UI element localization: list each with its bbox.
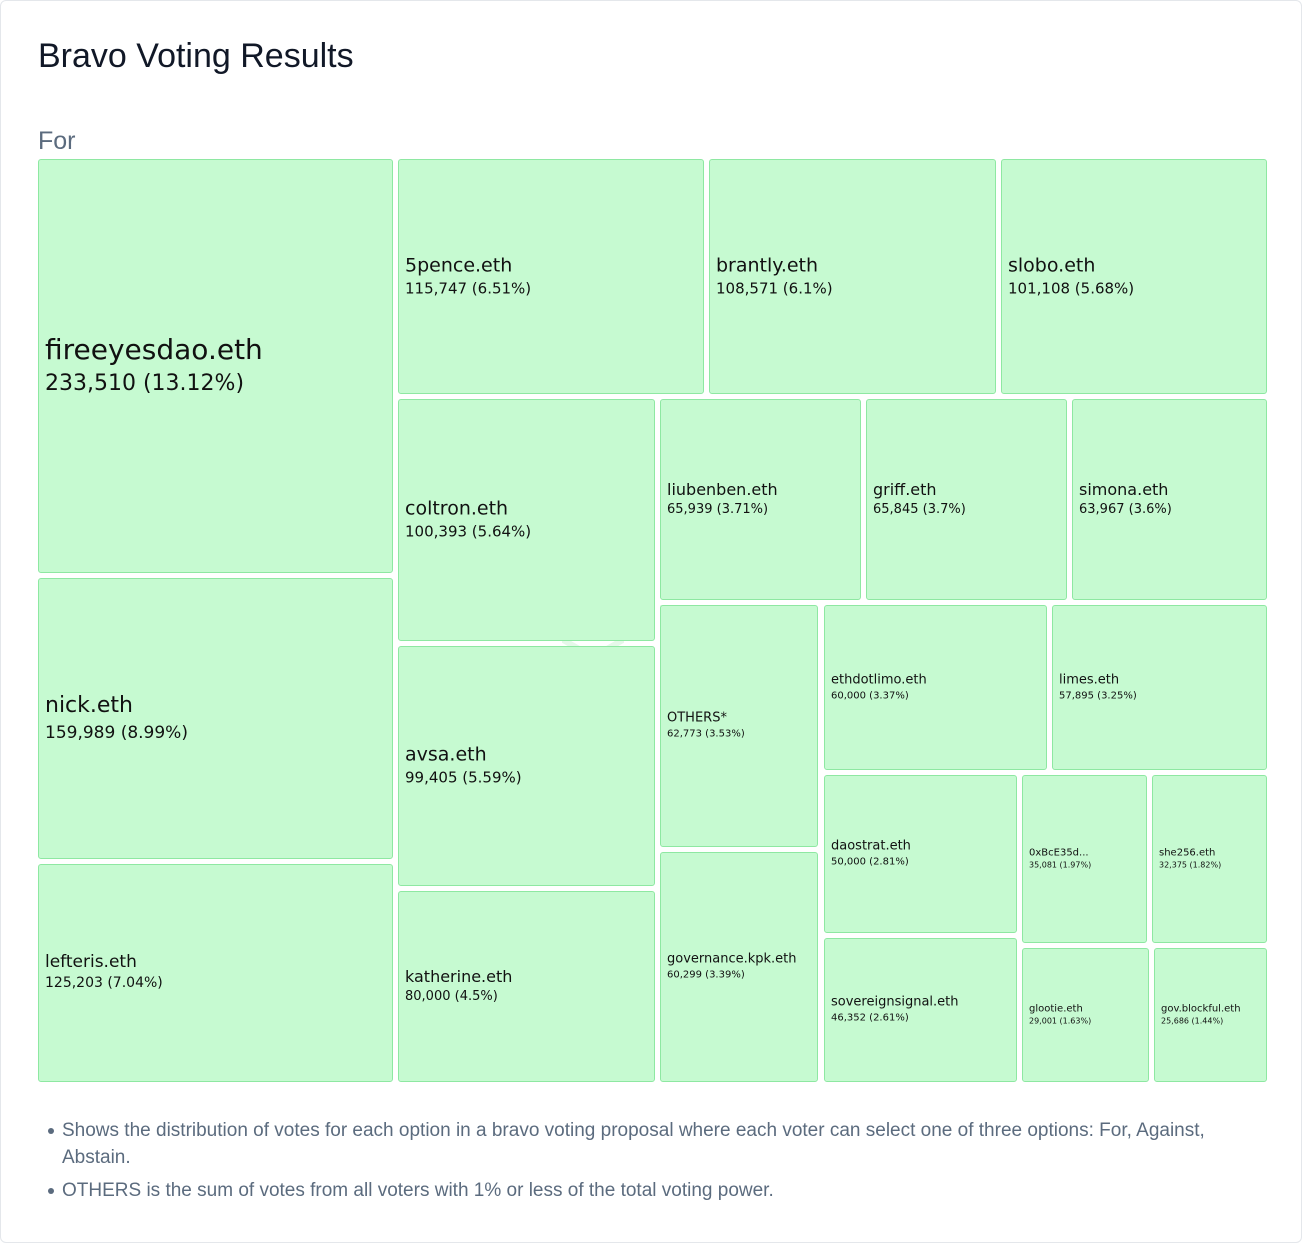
treemap-tile[interactable]: coltron.eth 100,393 (5.64%) bbox=[398, 399, 655, 641]
tile-text: limes.eth 57,895 (3.25%) bbox=[1059, 672, 1262, 703]
tile-text: liubenben.eth 65,939 (3.71%) bbox=[667, 480, 856, 520]
tile-text: coltron.eth 100,393 (5.64%) bbox=[405, 497, 650, 544]
tile-value: 65,939 (3.71%) bbox=[667, 501, 769, 517]
tile-text: brantly.eth 108,571 (6.1%) bbox=[716, 253, 991, 300]
tile-text: avsa.eth 99,405 (5.59%) bbox=[405, 743, 650, 790]
treemap-tile[interactable]: avsa.eth 99,405 (5.59%) bbox=[398, 646, 655, 886]
tile-text: griff.eth 65,845 (3.7%) bbox=[873, 480, 1062, 520]
tile-text: ethdotlimo.eth 60,000 (3.37%) bbox=[831, 672, 1042, 703]
tile-name: OTHERS* bbox=[667, 710, 727, 726]
treemap-tile[interactable]: simona.eth 63,967 (3.6%) bbox=[1072, 399, 1267, 600]
tile-value: 159,989 (8.99%) bbox=[45, 722, 188, 743]
section-label-for: For bbox=[38, 127, 76, 155]
tile-value: 32,375 (1.82%) bbox=[1159, 860, 1222, 870]
tile-value: 29,001 (1.63%) bbox=[1029, 1016, 1092, 1026]
tile-name: gov.blockful.eth bbox=[1161, 1003, 1241, 1015]
treemap: fireeyesdao.eth 233,510 (13.12%) nick.eth 1… bbox=[1, 1, 1302, 1101]
tile-value: 46,352 (2.61%) bbox=[831, 1012, 909, 1024]
tile-name: she256.eth bbox=[1159, 847, 1216, 859]
tile-name: 0xBcE35d... bbox=[1029, 847, 1089, 859]
tile-name: liubenben.eth bbox=[667, 479, 778, 499]
tile-text: 0xBcE35d... 35,081 (1.97%) bbox=[1029, 847, 1142, 872]
tile-name: avsa.eth bbox=[405, 743, 487, 766]
treemap-tile[interactable]: ethdotlimo.eth 60,000 (3.37%) bbox=[824, 605, 1047, 770]
tile-text: fireeyesdao.eth 233,510 (13.12%) bbox=[45, 332, 388, 400]
tile-text: glootie.eth 29,001 (1.63%) bbox=[1029, 1003, 1144, 1028]
tile-text: daostrat.eth 50,000 (2.81%) bbox=[831, 839, 1012, 870]
tile-value: 101,108 (5.68%) bbox=[1008, 279, 1135, 297]
tile-name: slobo.eth bbox=[1008, 254, 1096, 276]
tile-text: simona.eth 63,967 (3.6%) bbox=[1079, 480, 1262, 520]
treemap-tile[interactable]: gov.blockful.eth 25,686 (1.44%) bbox=[1154, 948, 1267, 1082]
tile-name: lefteris.eth bbox=[45, 952, 137, 972]
tile-text: she256.eth 32,375 (1.82%) bbox=[1159, 847, 1262, 872]
treemap-tile[interactable]: slobo.eth 101,108 (5.68%) bbox=[1001, 159, 1267, 394]
treemap-tile[interactable]: nick.eth 159,989 (8.99%) bbox=[38, 578, 393, 859]
tile-name: simona.eth bbox=[1079, 479, 1169, 499]
treemap-tile[interactable]: katherine.eth 80,000 (4.5%) bbox=[398, 891, 655, 1082]
tile-name: ethdotlimo.eth bbox=[831, 672, 927, 687]
treemap-tile[interactable]: limes.eth 57,895 (3.25%) bbox=[1052, 605, 1267, 770]
tile-text: katherine.eth 80,000 (4.5%) bbox=[405, 967, 650, 1007]
treemap-tile[interactable]: 0xBcE35d... 35,081 (1.97%) bbox=[1022, 775, 1147, 943]
note-item: Shows the distribution of votes for each… bbox=[47, 1117, 1247, 1171]
note-item: OTHERS is the sum of votes from all vote… bbox=[47, 1177, 1247, 1204]
tile-value: 50,000 (2.81%) bbox=[831, 856, 909, 868]
treemap-tile[interactable]: griff.eth 65,845 (3.7%) bbox=[866, 399, 1067, 600]
treemap-tile[interactable]: fireeyesdao.eth 233,510 (13.12%) bbox=[38, 159, 393, 573]
notes-list: Shows the distribution of votes for each… bbox=[47, 1117, 1247, 1210]
tile-name: daostrat.eth bbox=[831, 838, 911, 854]
treemap-tile[interactable]: OTHERS* 62,773 (3.53%) bbox=[660, 605, 818, 847]
tile-value: 57,895 (3.25%) bbox=[1059, 690, 1137, 701]
tile-text: governance.kpk.eth 60,299 (3.39%) bbox=[667, 952, 813, 983]
tile-value: 63,967 (3.6%) bbox=[1079, 501, 1172, 517]
tile-text: lefteris.eth 125,203 (7.04%) bbox=[45, 952, 388, 994]
tile-value: 35,081 (1.97%) bbox=[1029, 860, 1092, 870]
tile-value: 80,000 (4.5%) bbox=[405, 988, 498, 1004]
tile-value: 125,203 (7.04%) bbox=[45, 975, 163, 991]
tile-value: 60,000 (3.37%) bbox=[831, 690, 909, 701]
tile-value: 25,686 (1.44%) bbox=[1161, 1016, 1224, 1026]
tile-name: brantly.eth bbox=[716, 254, 819, 276]
tile-value: 115,747 (6.51%) bbox=[405, 279, 532, 297]
treemap-tile[interactable]: she256.eth 32,375 (1.82%) bbox=[1152, 775, 1267, 943]
tile-name: glootie.eth bbox=[1029, 1003, 1083, 1015]
treemap-tile[interactable]: brantly.eth 108,571 (6.1%) bbox=[709, 159, 996, 394]
tile-text: OTHERS* 62,773 (3.53%) bbox=[667, 711, 813, 742]
tile-value: 65,845 (3.7%) bbox=[873, 501, 966, 517]
tile-name: katherine.eth bbox=[405, 966, 513, 986]
tile-text: 5pence.eth 115,747 (6.51%) bbox=[405, 253, 699, 300]
treemap-tile[interactable]: glootie.eth 29,001 (1.63%) bbox=[1022, 948, 1149, 1082]
tile-value: 99,405 (5.59%) bbox=[405, 768, 522, 787]
tile-text: nick.eth 159,989 (8.99%) bbox=[45, 692, 388, 746]
treemap-tile[interactable]: sovereignsignal.eth 46,352 (2.61%) bbox=[824, 938, 1017, 1082]
tile-text: sovereignsignal.eth 46,352 (2.61%) bbox=[831, 995, 1012, 1026]
tile-name: coltron.eth bbox=[405, 497, 509, 520]
tile-name: 5pence.eth bbox=[405, 254, 513, 276]
treemap-tile[interactable]: 5pence.eth 115,747 (6.51%) bbox=[398, 159, 704, 394]
tile-name: griff.eth bbox=[873, 479, 937, 499]
tile-name: governance.kpk.eth bbox=[667, 951, 797, 967]
tile-value: 60,299 (3.39%) bbox=[667, 969, 745, 981]
tile-name: nick.eth bbox=[45, 692, 133, 718]
tile-value: 100,393 (5.64%) bbox=[405, 522, 532, 541]
tile-text: gov.blockful.eth 25,686 (1.44%) bbox=[1161, 1003, 1262, 1028]
tile-value: 108,571 (6.1%) bbox=[716, 279, 833, 297]
chart-title: Bravo Voting Results bbox=[38, 37, 354, 75]
tile-text: slobo.eth 101,108 (5.68%) bbox=[1008, 253, 1262, 300]
tile-value: 62,773 (3.53%) bbox=[667, 728, 745, 740]
treemap-tile[interactable]: governance.kpk.eth 60,299 (3.39%) bbox=[660, 852, 818, 1082]
tile-name: fireeyesdao.eth bbox=[45, 333, 263, 366]
treemap-tile[interactable]: lefteris.eth 125,203 (7.04%) bbox=[38, 864, 393, 1082]
tile-name: limes.eth bbox=[1059, 672, 1120, 687]
treemap-tile[interactable]: liubenben.eth 65,939 (3.71%) bbox=[660, 399, 861, 600]
tile-value: 233,510 (13.12%) bbox=[45, 371, 245, 396]
tile-name: sovereignsignal.eth bbox=[831, 994, 959, 1010]
treemap-tile[interactable]: daostrat.eth 50,000 (2.81%) bbox=[824, 775, 1017, 933]
